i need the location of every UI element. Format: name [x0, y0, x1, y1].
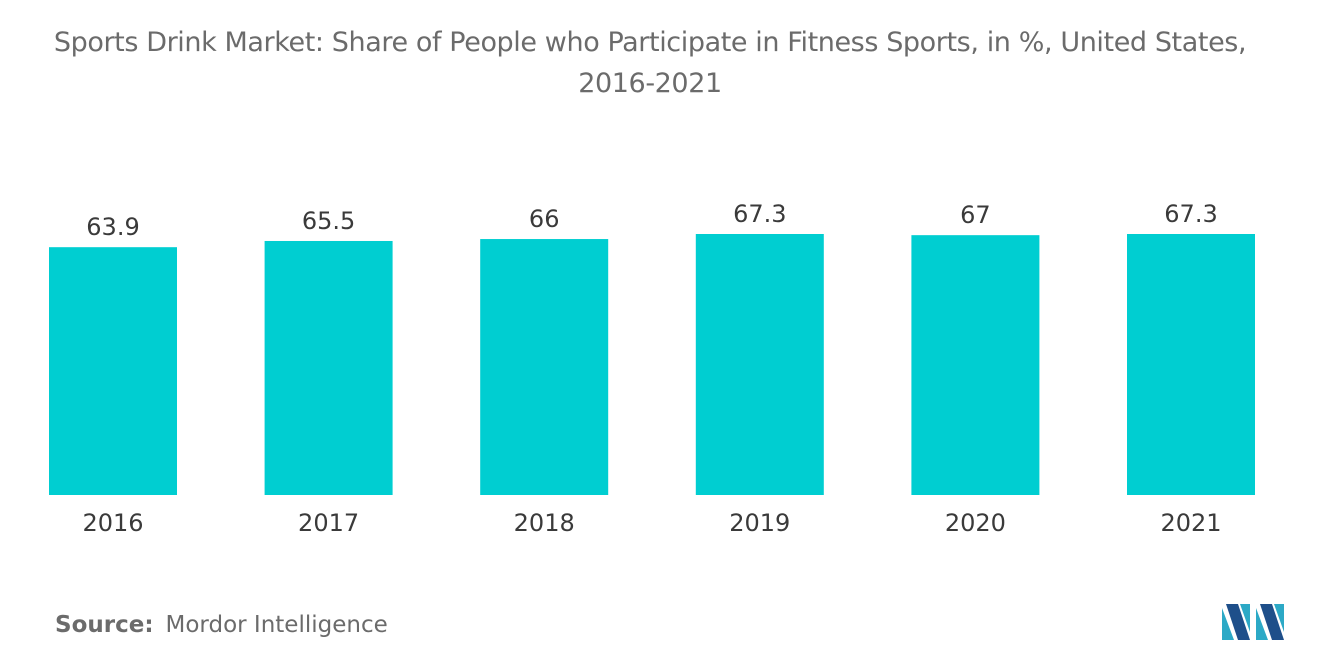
category-label-2018: 2018: [514, 509, 575, 537]
source-text: Mordor Intelligence: [165, 612, 388, 638]
category-label-2016: 2016: [82, 509, 143, 537]
value-label-2016: 63.9: [86, 213, 139, 241]
value-label-2017: 65.5: [302, 207, 355, 235]
mordor-intelligence-logo-icon: [1222, 604, 1284, 640]
value-label-2018: 66: [529, 205, 560, 233]
source-label: Source:: [55, 612, 154, 638]
bar-2016: [49, 247, 177, 495]
bar-2017: [264, 240, 393, 495]
value-label-2020: 67: [960, 201, 991, 229]
value-label-2019: 67.3: [733, 200, 786, 228]
chart-title: Sports Drink Market: Share of People who…: [0, 22, 1300, 104]
category-label-2019: 2019: [729, 509, 790, 537]
value-label-2021: 67.3: [1164, 200, 1217, 228]
category-label-2021: 2021: [1160, 509, 1221, 537]
source-note: Source: Mordor Intelligence: [55, 612, 388, 638]
category-label-2017: 2017: [298, 509, 359, 537]
chart-title-line-2: 2016-2021: [578, 68, 722, 99]
bar-2018: [480, 239, 609, 495]
bar-2019: [695, 234, 824, 495]
category-label-2020: 2020: [945, 509, 1006, 537]
chart-title-line-1: Sports Drink Market: Share of People who…: [53, 27, 1247, 58]
bar-2020: [911, 235, 1040, 495]
bar-2021: [1127, 234, 1255, 495]
